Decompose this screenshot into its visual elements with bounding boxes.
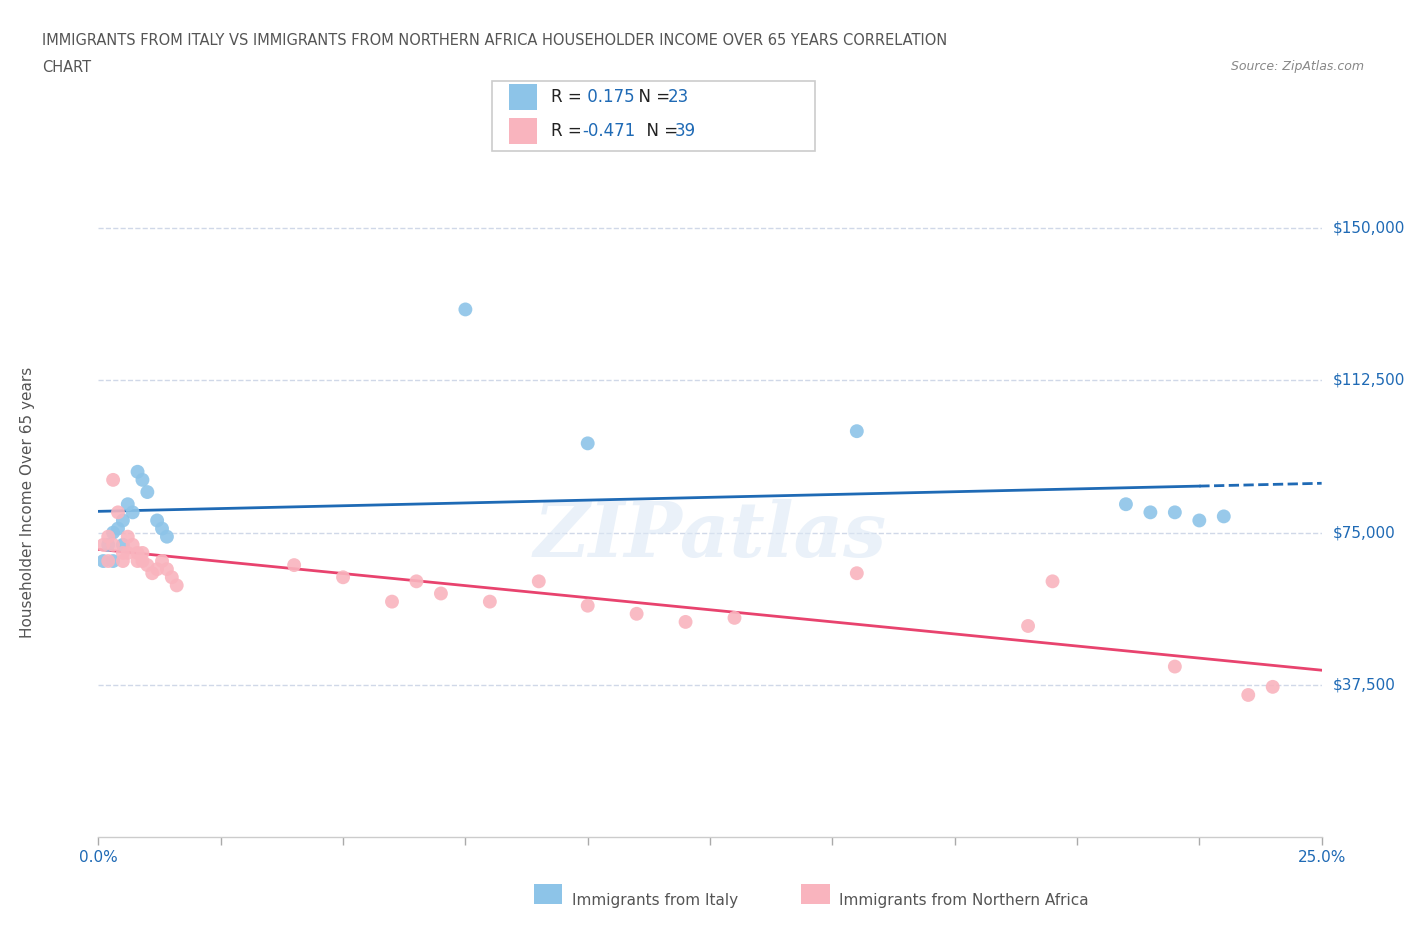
Point xyxy=(91,553,114,568)
Point xyxy=(1261,680,1284,695)
Point xyxy=(127,553,149,568)
Text: N =: N = xyxy=(628,88,676,106)
Point xyxy=(111,513,134,528)
Text: R =: R = xyxy=(551,122,588,140)
Text: CHART: CHART xyxy=(42,60,91,75)
Point xyxy=(1164,659,1187,674)
Point xyxy=(150,553,173,568)
Point xyxy=(107,505,129,520)
Point xyxy=(121,505,143,520)
Text: $112,500: $112,500 xyxy=(1333,373,1405,388)
Point xyxy=(381,594,404,609)
Point xyxy=(430,586,453,601)
Point xyxy=(111,553,134,568)
Point xyxy=(101,538,124,552)
Point xyxy=(156,529,179,544)
Point xyxy=(166,578,188,592)
Point xyxy=(156,562,179,577)
Text: Immigrants from Northern Africa: Immigrants from Northern Africa xyxy=(839,893,1090,908)
Point xyxy=(101,472,124,487)
Point xyxy=(1139,505,1161,520)
Point xyxy=(576,598,599,613)
Point xyxy=(111,546,134,561)
Point xyxy=(1115,497,1137,512)
Point xyxy=(121,538,143,552)
Text: 0.175: 0.175 xyxy=(582,88,634,106)
Text: Source: ZipAtlas.com: Source: ZipAtlas.com xyxy=(1230,60,1364,73)
Text: Immigrants from Italy: Immigrants from Italy xyxy=(572,893,738,908)
Text: N =: N = xyxy=(636,122,683,140)
Point xyxy=(131,553,153,568)
Point xyxy=(150,521,173,536)
Point xyxy=(127,546,149,561)
Point xyxy=(97,529,120,544)
Point xyxy=(111,538,134,552)
Point xyxy=(405,574,427,589)
Point xyxy=(1237,687,1260,702)
Text: -0.471: -0.471 xyxy=(582,122,636,140)
Point xyxy=(97,538,120,552)
Point xyxy=(1164,505,1187,520)
Text: Householder Income Over 65 years: Householder Income Over 65 years xyxy=(20,366,35,638)
Point xyxy=(1212,509,1234,524)
Point xyxy=(97,553,120,568)
Point xyxy=(454,302,477,317)
Point xyxy=(845,565,868,580)
Point xyxy=(101,525,124,540)
Point xyxy=(576,436,599,451)
Text: R =: R = xyxy=(551,88,588,106)
Point xyxy=(127,464,149,479)
Point xyxy=(117,546,139,561)
Point xyxy=(527,574,550,589)
Point xyxy=(626,606,648,621)
Point xyxy=(1188,513,1211,528)
Text: $37,500: $37,500 xyxy=(1333,677,1396,692)
Point xyxy=(117,529,139,544)
Point xyxy=(136,558,159,573)
Point xyxy=(117,497,139,512)
Point xyxy=(160,570,183,585)
Point xyxy=(283,558,305,573)
Text: 23: 23 xyxy=(668,88,689,106)
Text: IMMIGRANTS FROM ITALY VS IMMIGRANTS FROM NORTHERN AFRICA HOUSEHOLDER INCOME OVER: IMMIGRANTS FROM ITALY VS IMMIGRANTS FROM… xyxy=(42,33,948,47)
Point xyxy=(131,472,153,487)
Point xyxy=(131,546,153,561)
Point xyxy=(146,562,169,577)
Text: ZIPatlas: ZIPatlas xyxy=(533,498,887,573)
Text: 39: 39 xyxy=(675,122,696,140)
Point xyxy=(146,513,169,528)
Point xyxy=(101,553,124,568)
Point xyxy=(845,424,868,439)
Point xyxy=(1042,574,1064,589)
Point xyxy=(675,615,697,630)
Point xyxy=(332,570,354,585)
Point xyxy=(1017,618,1039,633)
Text: $75,000: $75,000 xyxy=(1333,525,1396,540)
Point xyxy=(107,521,129,536)
Point xyxy=(141,565,163,580)
Point xyxy=(723,610,745,625)
Point xyxy=(136,485,159,499)
Text: $150,000: $150,000 xyxy=(1333,220,1405,236)
Point xyxy=(478,594,501,609)
Point xyxy=(91,538,114,552)
